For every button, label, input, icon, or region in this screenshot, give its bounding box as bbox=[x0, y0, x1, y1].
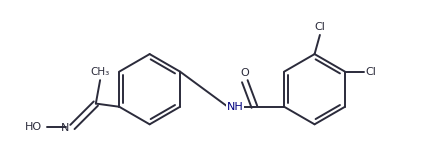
Text: O: O bbox=[240, 67, 249, 78]
Text: Cl: Cl bbox=[364, 67, 375, 77]
Text: HO: HO bbox=[24, 122, 41, 132]
Text: N: N bbox=[61, 122, 69, 133]
Text: CH₃: CH₃ bbox=[90, 67, 109, 77]
Text: NH: NH bbox=[226, 102, 243, 112]
Text: Cl: Cl bbox=[314, 22, 325, 32]
